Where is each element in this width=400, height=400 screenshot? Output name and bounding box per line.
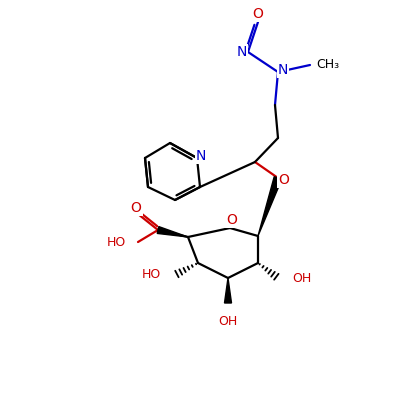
Text: N: N	[237, 45, 247, 59]
Text: HO: HO	[107, 236, 126, 248]
Text: O: O	[130, 201, 142, 215]
Polygon shape	[157, 226, 188, 237]
Text: CH₃: CH₃	[316, 58, 340, 72]
Text: O: O	[226, 213, 238, 227]
Text: OH: OH	[292, 272, 311, 284]
Text: N: N	[278, 63, 288, 77]
Text: O: O	[252, 7, 264, 21]
Text: O: O	[278, 173, 290, 187]
Polygon shape	[224, 278, 232, 303]
Text: OH: OH	[218, 315, 238, 328]
Text: HO: HO	[142, 268, 161, 282]
Polygon shape	[258, 177, 282, 236]
Text: N: N	[196, 149, 206, 163]
